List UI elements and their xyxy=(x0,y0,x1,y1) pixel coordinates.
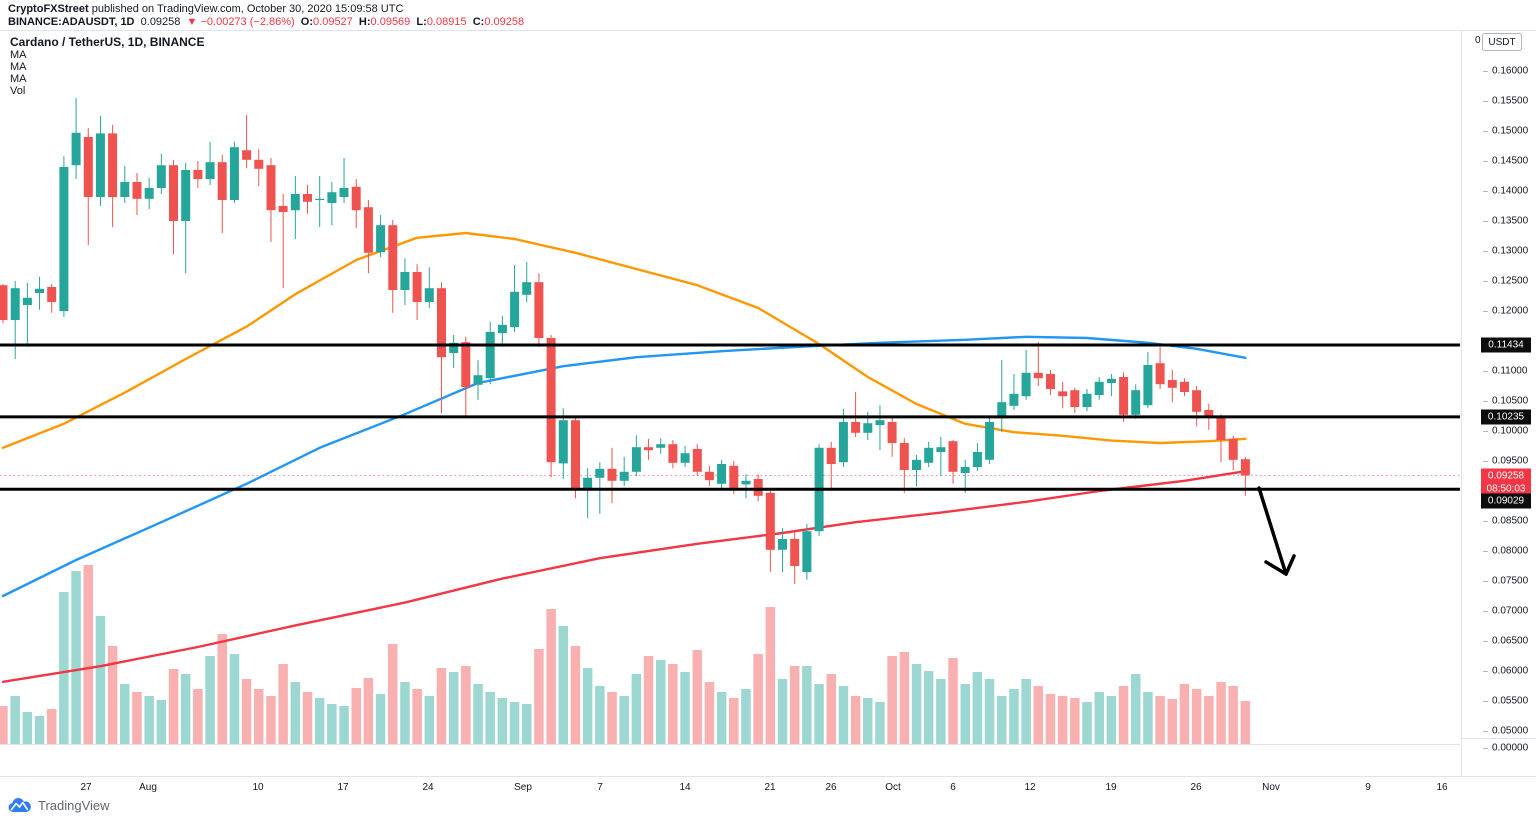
countdown-badge: 08:50:03 xyxy=(1481,481,1531,497)
price-tick-mark xyxy=(1483,551,1488,552)
price-tick-label: 0.06000 xyxy=(1492,665,1529,677)
tradingview-logo[interactable]: TradingView xyxy=(8,797,110,813)
price-tick-mark xyxy=(1483,748,1488,749)
price-tick-label: 0.10000 xyxy=(1492,425,1529,437)
price-tick-label: 0.12000 xyxy=(1492,305,1529,317)
legend-title[interactable]: Cardano / TetherUS, 1D, BINANCE xyxy=(10,35,205,49)
time-tick-label: 10 xyxy=(252,782,264,793)
price-tick-mark xyxy=(1483,221,1488,222)
down-arrow-icon: ▼ xyxy=(186,16,198,28)
time-tick-label: 12 xyxy=(1024,782,1036,793)
price-tick-partial: 0 xyxy=(1475,35,1481,46)
price-tick-label: 0.08000 xyxy=(1492,545,1529,557)
price-tick-label: 0.05500 xyxy=(1492,695,1529,707)
close-label: C: xyxy=(472,16,485,28)
price-tick-label: 0.07500 xyxy=(1492,575,1529,587)
price-tick-label: 0.12500 xyxy=(1492,275,1529,287)
currency-unit-chip[interactable]: USDT xyxy=(1482,33,1522,51)
price-tick-label: 0.11000 xyxy=(1492,365,1528,377)
open-label: O: xyxy=(300,16,314,28)
legend-ma3[interactable]: MA xyxy=(10,73,27,85)
price-level-badge: 0.09258 xyxy=(1481,468,1531,484)
time-tick-label: Sep xyxy=(514,782,532,793)
price-tick-label: 0.09500 xyxy=(1492,455,1529,467)
time-tick-label: 21 xyxy=(764,782,776,793)
ohlc-readout: BINANCE:ADAUSDT, 1D 0.09258 ▼ −0.00273 (… xyxy=(8,16,524,28)
price-tick-label: 0.13500 xyxy=(1492,215,1529,227)
price-level-badge: 0.09029 xyxy=(1481,493,1531,509)
price-tick-label: 0.14500 xyxy=(1492,155,1529,167)
price-tick-mark xyxy=(1483,71,1488,72)
symbol-label[interactable]: BINANCE:ADAUSDT, 1D xyxy=(8,16,135,28)
time-tick-label: 7 xyxy=(597,782,603,793)
price-tick-mark xyxy=(1483,161,1488,162)
legend-ma2[interactable]: MA xyxy=(10,61,27,73)
price-level-badge: 0.11434 xyxy=(1481,337,1531,353)
price-tick-mark xyxy=(1483,251,1488,252)
publish-info-text: published on TradingView.com, October 30… xyxy=(88,3,404,15)
price-tick-label: 0.14000 xyxy=(1492,185,1529,197)
price-tick-label: 0.00000 xyxy=(1492,742,1529,754)
publish-info-line: CryptoFXStreet published on TradingView.… xyxy=(8,3,403,15)
time-tick-label: Nov xyxy=(1262,782,1280,793)
price-tick-mark xyxy=(1483,131,1488,132)
price-tick-label: 0.16000 xyxy=(1492,65,1529,77)
time-tick-label: Aug xyxy=(139,782,157,793)
price-tick-mark xyxy=(1483,281,1488,282)
time-tick-label: 17 xyxy=(337,782,349,793)
tradingview-logo-text: TradingView xyxy=(38,797,110,813)
time-tick-label: 6 xyxy=(950,782,956,793)
open-value: 0.09527 xyxy=(313,16,353,28)
price-tick-mark xyxy=(1483,461,1488,462)
price-change: −0.00273 (−2.86%) xyxy=(200,16,295,28)
price-tick-mark xyxy=(1483,431,1488,432)
price-tick-mark xyxy=(1483,401,1488,402)
time-tick-label: Oct xyxy=(885,782,901,793)
legend-ma1[interactable]: MA xyxy=(10,49,27,61)
price-tick-mark xyxy=(1483,671,1488,672)
high-label: H: xyxy=(358,16,371,28)
time-tick-label: 9 xyxy=(1365,782,1371,793)
price-tick-mark xyxy=(1483,701,1488,702)
time-tick-label: 26 xyxy=(1190,782,1202,793)
low-label: L: xyxy=(416,16,427,28)
low-value: 0.08915 xyxy=(426,16,467,28)
high-value: 0.09569 xyxy=(370,16,411,28)
price-level-badge: 0.10235 xyxy=(1481,409,1531,425)
price-tick-mark xyxy=(1483,581,1488,582)
price-tick-label: 0.08500 xyxy=(1492,515,1529,527)
price-tick-label: 0.13000 xyxy=(1492,245,1529,257)
chart-legend: Cardano / TetherUS, 1D, BINANCE MA MA MA… xyxy=(10,36,204,97)
close-value: 0.09258 xyxy=(484,16,525,28)
price-tick-label: 0.07000 xyxy=(1492,605,1529,617)
price-tick-mark xyxy=(1483,521,1488,522)
legend-vol[interactable]: Vol xyxy=(10,85,26,97)
publisher-name: CryptoFXStreet xyxy=(8,3,89,15)
price-tick-mark xyxy=(1483,641,1488,642)
price-tick-label: 0.05000 xyxy=(1492,725,1529,737)
time-tick-label: 24 xyxy=(422,782,434,793)
time-tick-label: 27 xyxy=(80,782,92,793)
price-tick-mark xyxy=(1483,101,1488,102)
price-tick-label: 0.10500 xyxy=(1492,395,1529,407)
price-tick-label: 0.15000 xyxy=(1492,125,1529,137)
price-tick-mark xyxy=(1483,311,1488,312)
price-tick-label: 0.06500 xyxy=(1492,635,1529,647)
time-tick-label: 26 xyxy=(825,782,837,793)
last-price: 0.09258 xyxy=(140,16,181,28)
price-tick-mark xyxy=(1483,371,1488,372)
price-tick-mark xyxy=(1483,191,1488,192)
time-tick-label: 16 xyxy=(1436,782,1448,793)
price-tick-mark xyxy=(1483,611,1488,612)
time-tick-label: 19 xyxy=(1105,782,1117,793)
tradingview-cloud-icon xyxy=(8,798,31,812)
time-tick-label: 14 xyxy=(679,782,691,793)
price-tick-label: 0.15500 xyxy=(1492,95,1529,107)
price-tick-mark xyxy=(1483,731,1488,732)
